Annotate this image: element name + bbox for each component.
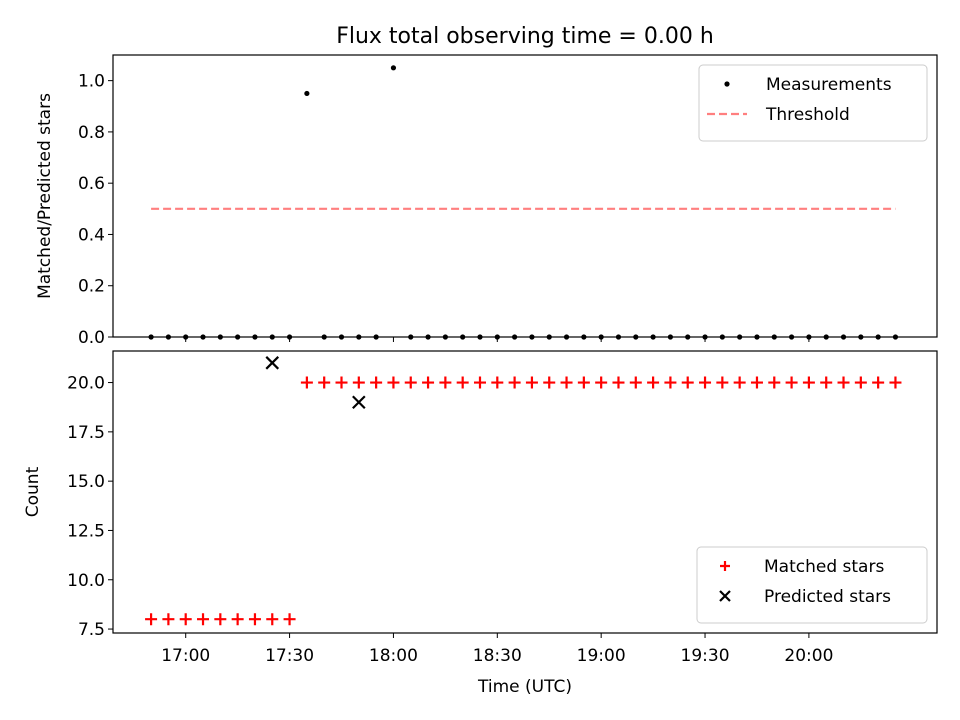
matched-star-marker [560,376,573,389]
matched-star-marker [785,376,798,389]
matched-star-marker [456,376,469,389]
matched-star-marker [404,376,417,389]
legend-label: Matched stars [764,557,884,577]
y-tick-label: 0.2 [78,277,105,297]
matched-star-marker [664,376,677,389]
chart-title: Flux total observing time = 0.00 h [336,24,714,49]
y-axis-label: Count [23,466,43,517]
matched-star-marker [352,376,365,389]
legend-label: Measurements [766,75,892,95]
x-tick-label: 19:30 [681,646,730,666]
axes-frame [112,54,938,338]
matched-star-marker [266,613,279,626]
matched-star-marker [543,376,556,389]
x-tick-label: 18:30 [473,646,522,666]
y-tick-label: 1.0 [78,72,105,92]
legend: Measurements Threshold [698,64,928,142]
matched-star-marker [508,376,521,389]
matched-star-marker [231,613,244,626]
y-tick-label: 7.5 [78,620,105,640]
legend: Matched stars Predicted stars [696,546,928,624]
matched-star-marker [647,376,660,389]
matched-star-marker [439,376,452,389]
matched-star-marker [802,376,815,389]
measurement-point [390,65,397,71]
y-tick-label: 12.5 [67,521,105,541]
matched-star-marker [473,376,486,389]
matched-star-marker [300,376,313,389]
matched-star-marker [387,376,400,389]
x-tick-label: 19:00 [577,646,626,666]
legend-box [696,546,928,624]
matched-star-marker [699,376,712,389]
matched-star-marker [370,376,383,389]
x-tick-label: 17:00 [161,646,210,666]
matched-star-marker [214,613,227,626]
matched-star-marker [768,376,781,389]
legend-label: Threshold [765,105,850,125]
y-tick-label: 10.0 [67,571,105,591]
legend-handle-plus [720,561,730,571]
x-tick-label: 17:30 [265,646,314,666]
matched-star-marker [889,376,902,389]
matched-star-marker [422,376,435,389]
bottom-panel: 7.5 10.0 12.5 15.0 17.5 20.0 17:00 17:30 18:00 18… [23,350,938,666]
matched-star-marker [750,376,763,389]
matched-star-marker [318,376,331,389]
y-tick-label: 0.4 [78,225,105,245]
matched-star-marker [525,376,538,389]
legend-handle-dot [724,81,730,87]
matched-star-marker [629,376,642,389]
x-axis-label: Time (UTC) [477,677,572,697]
x-tick-label: 18:00 [369,646,418,666]
predicted-star-marker [352,395,366,410]
matched-star-marker [248,613,261,626]
matched-star-marker [162,613,175,626]
matched-star-marker [612,376,625,389]
matched-star-marker [837,376,850,389]
legend-handle-x [719,590,731,602]
matched-star-marker [577,376,590,389]
matched-star-marker [854,376,867,389]
predicted-star-marker [265,356,280,370]
matched-star-marker [820,376,833,389]
measurement-point [304,90,310,97]
y-tick-label: 20.0 [67,374,105,394]
y-axis-label: Matched/Predicted stars [35,93,55,299]
x-tick-label: 20:00 [784,646,833,666]
matched-star-marker [595,376,608,389]
matched-star-marker [681,376,694,389]
matched-star-marker [872,376,885,389]
legend-label: Predicted stars [764,587,891,607]
matched-star-marker [197,613,210,626]
axes-frame [112,350,938,634]
matched-star-marker [733,376,746,389]
matched-star-marker [716,376,729,389]
y-tick-label: 0.6 [78,174,105,194]
top-panel: 0.0 0.2 0.4 0.6 0.8 1.0 Matched/Predicted star… [35,54,938,348]
matched-star-marker [179,613,192,626]
y-tick-label: 15.0 [67,472,105,492]
matched-star-marker [491,376,504,389]
y-tick-label: 0.0 [78,328,105,348]
y-tick-label: 0.8 [78,123,105,143]
y-tick-label: 17.5 [67,423,105,443]
matched-star-marker [145,613,158,626]
legend-box [698,64,928,142]
matched-star-marker [335,376,348,389]
matched-star-marker [283,613,296,626]
